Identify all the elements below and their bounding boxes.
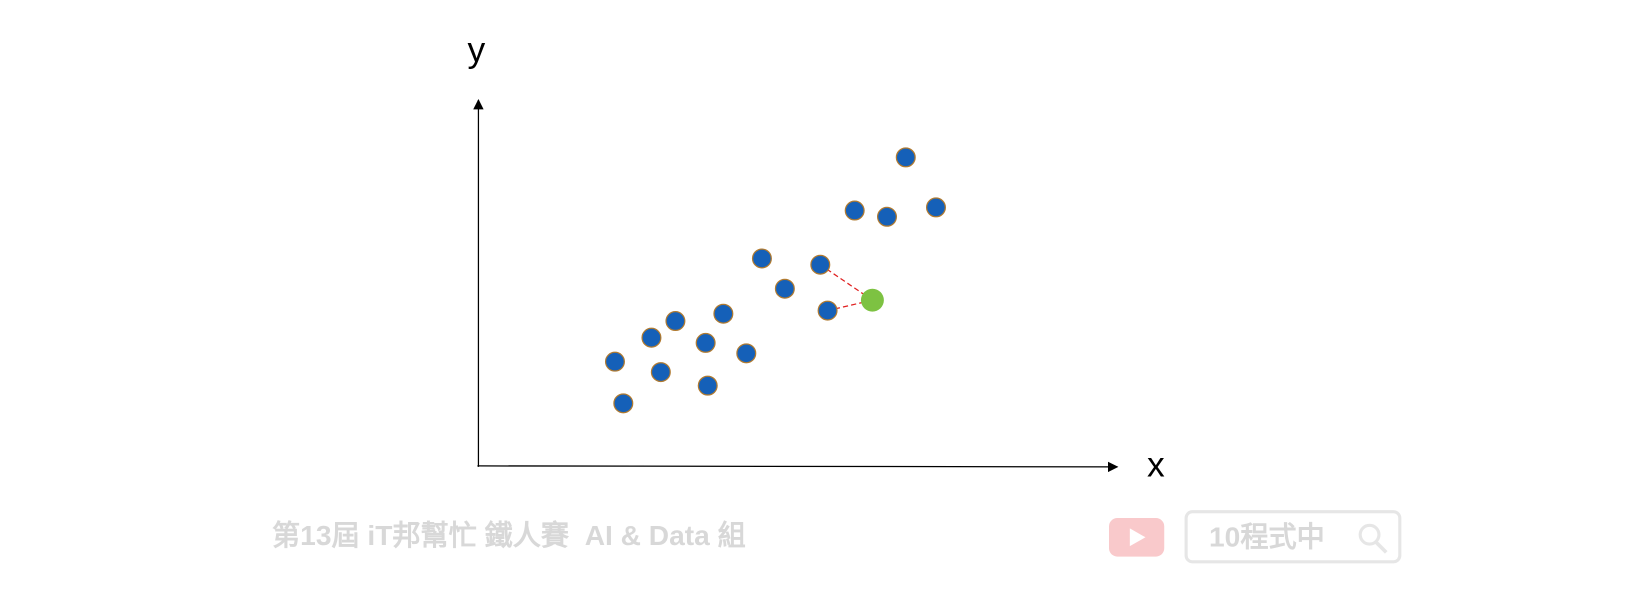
search-icon-handle xyxy=(1374,540,1388,554)
data-points xyxy=(604,147,946,414)
x-label: x xyxy=(1147,444,1165,484)
point xyxy=(774,278,795,299)
search-text: 10程式中 xyxy=(1209,521,1325,552)
point xyxy=(876,206,898,227)
x-axis xyxy=(477,461,1119,473)
point xyxy=(613,393,634,414)
point xyxy=(925,197,946,218)
point xyxy=(810,254,831,275)
point xyxy=(713,303,734,324)
point xyxy=(604,351,625,372)
point xyxy=(665,311,686,332)
point xyxy=(844,200,865,221)
point xyxy=(641,327,662,348)
point xyxy=(650,362,671,383)
point xyxy=(736,343,757,364)
footer-event: 第13屆 iT邦幫忙 鐵人賽 xyxy=(272,519,570,551)
play-icon xyxy=(1129,528,1146,547)
point xyxy=(697,375,718,396)
query-point xyxy=(860,288,884,312)
search-icon xyxy=(1358,523,1381,546)
footer-group: AI & Data 組 xyxy=(585,519,746,551)
point xyxy=(895,147,916,168)
search-box xyxy=(1184,510,1402,564)
y-label: y xyxy=(467,29,485,69)
point xyxy=(751,248,772,269)
point xyxy=(817,300,838,321)
point xyxy=(695,332,716,353)
